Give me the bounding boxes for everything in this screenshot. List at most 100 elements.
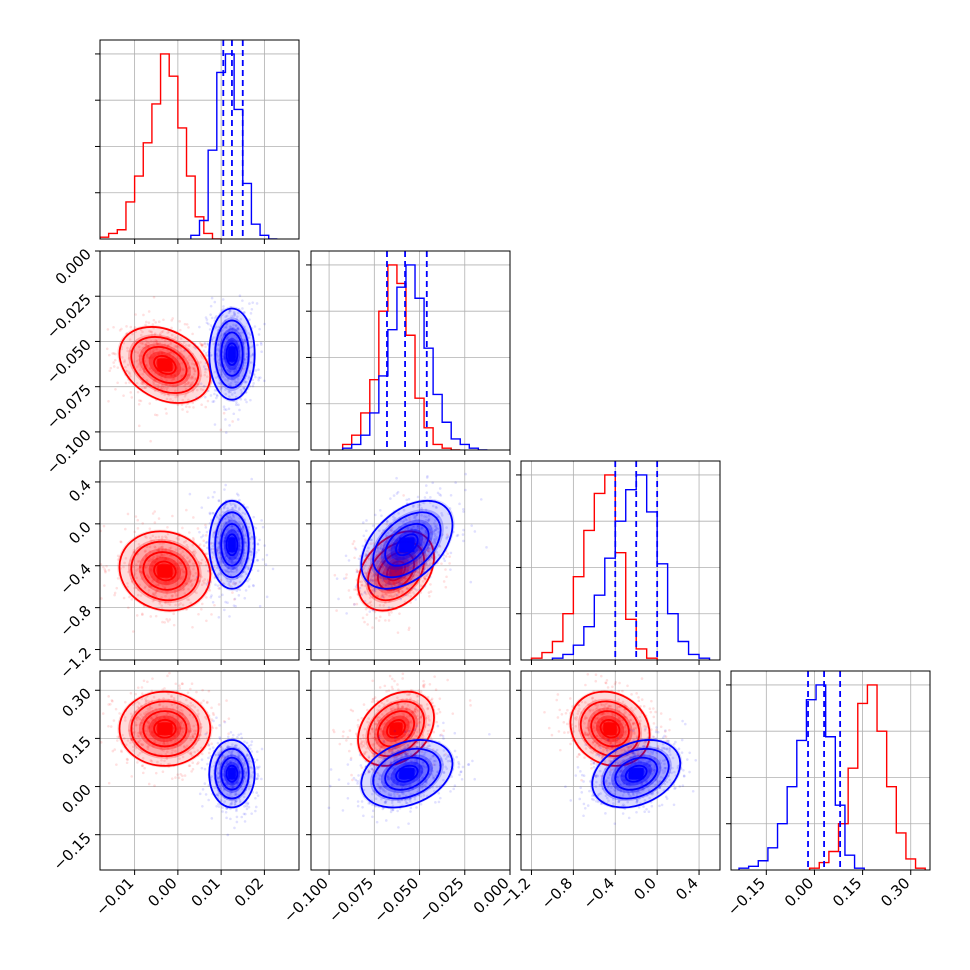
scatter-point <box>141 342 145 345</box>
scatter-point <box>249 333 252 337</box>
scatter-point <box>136 527 140 530</box>
scatter-point <box>160 351 164 354</box>
y-tick-label: 0.00 <box>58 781 94 817</box>
scatter-point <box>219 385 223 389</box>
scatter-point <box>372 573 376 576</box>
scatter-point <box>233 503 237 507</box>
scatter-point <box>216 348 220 351</box>
scatter-point <box>243 512 247 516</box>
scatter-point <box>238 580 242 584</box>
scatter-point <box>139 333 143 337</box>
scatter-point <box>243 570 246 574</box>
scatter-point <box>385 522 389 526</box>
scatter-point <box>157 320 161 324</box>
scatter-point <box>470 524 473 527</box>
scatter-point <box>256 569 260 573</box>
scatter-point <box>136 686 140 689</box>
scatter-point <box>195 690 198 694</box>
scatter-point <box>382 579 386 583</box>
scatter-point <box>227 389 230 393</box>
scatter-point <box>371 679 374 683</box>
scatter-point <box>194 347 198 350</box>
scatter-point <box>229 579 232 583</box>
scatter-point <box>381 565 385 569</box>
scatter-point <box>187 560 191 563</box>
scatter-point <box>239 355 242 359</box>
scatter-point <box>222 355 226 359</box>
scatter-point <box>248 302 251 305</box>
scatter-point <box>165 412 168 415</box>
scatter-point <box>204 351 208 355</box>
scatter-point <box>223 356 227 359</box>
scatter-point <box>190 584 193 588</box>
scatter-point <box>209 394 213 397</box>
scatter-point <box>193 553 196 556</box>
scatter-point <box>235 820 239 824</box>
scatter-point <box>129 391 133 394</box>
scatter-point <box>192 567 195 571</box>
scatter-point <box>233 378 236 381</box>
scatter-point <box>160 596 163 599</box>
scatter-point <box>206 375 209 378</box>
scatter-point <box>211 711 215 715</box>
scatter-point <box>138 565 142 569</box>
scatter-point <box>217 530 221 533</box>
scatter-point <box>222 305 225 308</box>
scatter-point <box>137 362 140 366</box>
scatter-point <box>195 396 199 400</box>
scatter-point <box>366 549 369 553</box>
scatter-point <box>179 552 183 556</box>
scatter-point <box>128 372 132 376</box>
scatter-point <box>107 724 110 728</box>
scatter-point <box>217 343 221 346</box>
scatter-point <box>160 535 164 539</box>
scatter-point <box>473 530 477 533</box>
scatter-point <box>353 556 356 560</box>
scatter-point <box>192 367 196 371</box>
scatter-point <box>246 506 249 509</box>
scatter-point <box>181 361 184 365</box>
scatter-point <box>148 545 152 549</box>
scatter-point <box>429 590 433 593</box>
scatter-point <box>405 587 409 590</box>
scatter-point <box>230 585 233 589</box>
scatter-point <box>227 570 230 573</box>
scatter-point <box>244 339 247 342</box>
scatter-point <box>210 594 213 597</box>
scatter-point <box>102 524 106 528</box>
scatter-point <box>233 371 237 374</box>
scatter-point <box>392 581 396 585</box>
scatter-point <box>219 559 223 562</box>
scatter-point <box>335 609 338 612</box>
scatter-point <box>416 570 420 574</box>
scatter-point <box>403 577 406 580</box>
scatter-point <box>242 527 245 530</box>
scatter-point <box>378 559 382 563</box>
scatter-point <box>178 684 181 688</box>
scatter-point <box>192 538 195 541</box>
scatter-point <box>225 816 228 820</box>
scatter-point <box>190 375 194 378</box>
scatter-point <box>104 569 107 573</box>
scatter-point <box>138 399 141 402</box>
scatter-point <box>179 368 182 372</box>
scatter-point <box>234 530 237 534</box>
scatter-point <box>124 381 128 385</box>
scatter-point <box>231 513 235 516</box>
scatter-point <box>173 590 177 593</box>
scatter-point <box>189 572 193 576</box>
scatter-point <box>224 378 227 381</box>
scatter-point <box>229 516 233 519</box>
scatter-point <box>174 579 178 583</box>
scatter-point <box>154 771 158 775</box>
contour-series-0 <box>130 336 200 394</box>
scatter-point <box>212 551 215 554</box>
scatter-point <box>223 720 227 724</box>
scatter-point <box>228 367 232 371</box>
scatter-point <box>374 579 378 582</box>
scatter-point <box>181 367 185 371</box>
scatter-point <box>391 558 394 562</box>
scatter-point <box>213 603 216 607</box>
scatter-point <box>408 519 412 522</box>
scatter-point <box>229 328 232 331</box>
